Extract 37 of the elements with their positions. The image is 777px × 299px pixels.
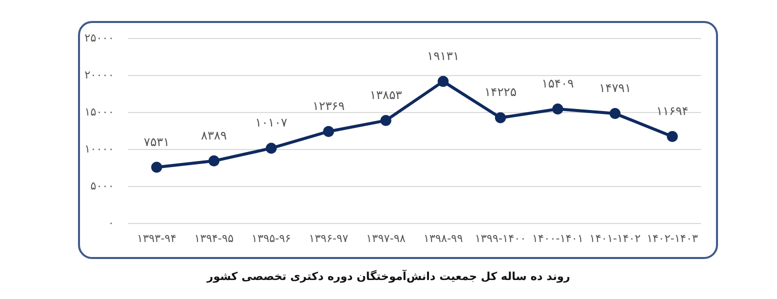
point (151, 162, 162, 173)
x-tick-label: ۱۳۹۵-۹۶ (252, 232, 291, 245)
x-tick-label: ۱۳۹۹-۱۴۰۰ (474, 232, 526, 245)
data-label: ۸۳۸۹ (201, 128, 227, 142)
data-label: ۱۳۸۵۳ (370, 88, 403, 102)
data-label: ۱۲۳۶۹ (312, 98, 345, 113)
data-label: ۱۰۱۰۷ (255, 116, 288, 130)
x-tick-label: ۱۳۹۳-۹۴ (136, 232, 176, 245)
point (552, 103, 564, 114)
point (208, 155, 220, 166)
data-label: ۱۵۴۰۹ (542, 76, 574, 90)
data-label: ۱۱۶۹۴ (656, 104, 688, 118)
data-label: ۱۴۲۲۵ (484, 85, 517, 100)
point (494, 112, 506, 124)
x-tick-label: ۱۳۹۷-۹۸ (366, 232, 406, 245)
point (438, 76, 449, 87)
x-tick-label: ۱۳۹۸-۹۹ (423, 232, 463, 245)
x-tick-label: ۱۴۰۰-۱۴۰۱ (532, 232, 584, 245)
point (266, 142, 277, 154)
y-tick-label: ۲۰۰۰۰ (84, 68, 114, 82)
point (610, 108, 621, 120)
x-tick-label: ۱۳۹۴-۹۵ (194, 232, 234, 245)
x-tick-label: ۱۴۰۲-۱۴۰۳ (646, 232, 698, 245)
point (666, 130, 678, 142)
data-label: ۷۵۳۱ (144, 134, 170, 149)
text: روند ده ساله کل جمعیت دانش‌آموختگان دوره دکتری تخصصی کشور (206, 269, 570, 283)
x-tick-label: ۱۴۰۱-۱۴۰۲ (589, 232, 641, 245)
y-tick-label: ۵۰۰۰ (90, 180, 114, 192)
x-tick-label: ۱۳۹۶-۹۷ (308, 232, 348, 245)
point (323, 126, 334, 137)
y-tick-label: ۱۰۰۰۰ (84, 142, 114, 156)
y-tick-label: ۲۵۰۰۰ (84, 32, 114, 44)
y-tick-label: ۰ (108, 216, 114, 230)
y-tick-label: ۱۵۰۰۰ (84, 106, 114, 118)
data-label: ۱۹۱۳۱ (427, 48, 460, 63)
data-label: ۱۴۷۹۱ (598, 81, 632, 96)
point (380, 114, 392, 126)
